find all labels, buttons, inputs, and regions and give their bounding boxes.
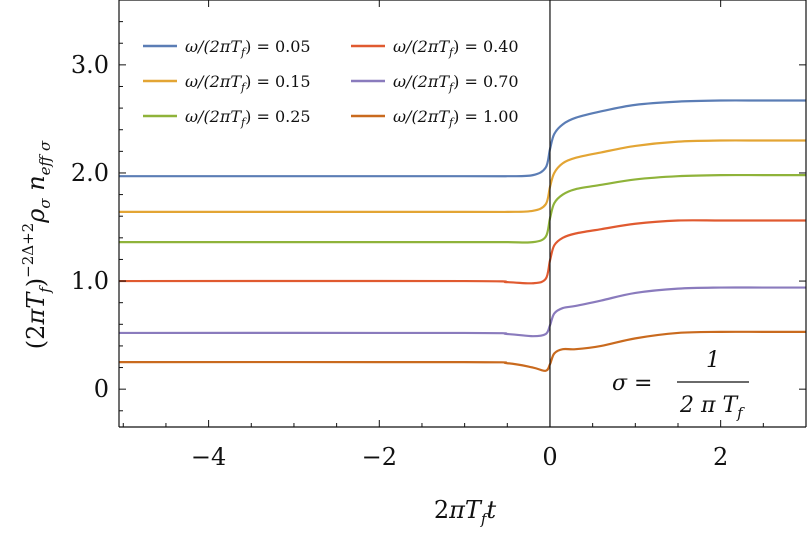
- series-line-1: [119, 99, 806, 178]
- x-tick-label: −2: [362, 443, 397, 471]
- y-tick-label: 0: [94, 375, 109, 403]
- sigma-annotation: σ = 1 2 π Tf: [612, 348, 749, 422]
- legend: ω/(2πTf) = 0.05 ω/(2πTf) = 0.15 ω/(2πTf) =…: [143, 37, 519, 129]
- ticks: −4 −2 0 2 0 1.0 2.0 3.0: [71, 0, 807, 471]
- series-curves: [118, 99, 806, 372]
- annotation-denominator: 2 π Tf: [679, 393, 745, 422]
- series-line-6: [118, 330, 806, 372]
- x-axis-label: 2πTft: [434, 496, 497, 528]
- legend-label-2: ω/(2πTf) = 0.15: [185, 72, 311, 94]
- legend-label-5: ω/(2πTf) = 0.70: [393, 72, 519, 94]
- series-line-5: [118, 286, 806, 338]
- series-line-2: [119, 139, 806, 214]
- x-tick-label: −4: [191, 443, 226, 471]
- y-axis-label: (2πTf)−2Δ+2ρσ neff σ: [19, 140, 54, 349]
- series-line-4: [118, 219, 806, 285]
- series-line-3: [119, 173, 806, 244]
- y-tick-label: 1.0: [71, 267, 109, 295]
- legend-label-1: ω/(2πTf) = 0.05: [185, 37, 311, 59]
- legend-label-4: ω/(2πTf) = 0.40: [393, 37, 519, 59]
- axes: [118, 0, 807, 428]
- legend-label-6: ω/(2πTf) = 1.00: [393, 107, 519, 129]
- y-tick-label: 3.0: [71, 51, 109, 79]
- x-tick-label: 2: [713, 443, 728, 471]
- annotation-lhs: σ =: [612, 371, 652, 396]
- legend-label-3: ω/(2πTf) = 0.25: [185, 107, 311, 129]
- x-tick-label: 0: [542, 443, 557, 471]
- y-tick-label: 2.0: [71, 159, 109, 187]
- annotation-numerator: 1: [706, 348, 720, 373]
